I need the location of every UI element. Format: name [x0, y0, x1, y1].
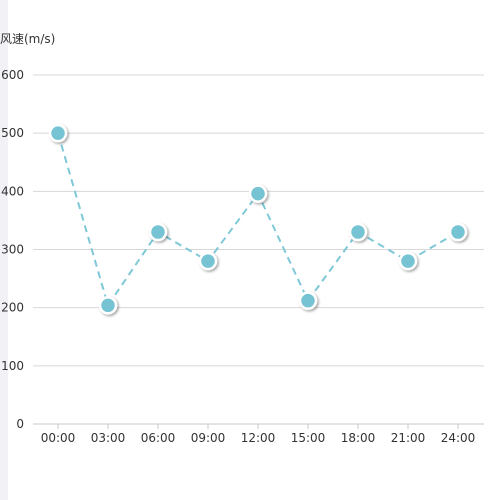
- x-tick-label: 15:00: [291, 431, 326, 445]
- y-tick-label: 0: [16, 417, 24, 431]
- y-tick-label: 200: [1, 301, 24, 315]
- x-tick-label: 06:00: [141, 431, 176, 445]
- series-points: [48, 123, 468, 315]
- data-point[interactable]: [348, 222, 368, 242]
- data-point[interactable]: [298, 291, 318, 310]
- x-tick-label: 21:00: [391, 431, 426, 445]
- y-tick-label: 500: [1, 126, 24, 140]
- y-tick-label: 600: [1, 68, 24, 82]
- data-point[interactable]: [48, 123, 68, 143]
- data-point[interactable]: [98, 296, 118, 315]
- series-lines: [57, 132, 459, 307]
- x-tick-label: 24:00: [441, 431, 476, 445]
- y-tick-label: 100: [1, 359, 24, 373]
- x-tick-label: 18:00: [341, 431, 376, 445]
- x-tick-labels: 00:00 03:00 06:00 09:00 12:00 15:00 18:00 21:00…: [41, 424, 476, 445]
- x-tick-label: 00:00: [41, 431, 76, 445]
- data-point[interactable]: [248, 184, 268, 203]
- left-edge-strip: [0, 0, 8, 500]
- y-tick-label: 300: [1, 243, 24, 257]
- series-line: [57, 132, 459, 307]
- y-tick-labels: 0 100 200 300 400 500 600: [1, 68, 24, 431]
- right-edge-strip: [486, 0, 500, 500]
- data-point[interactable]: [148, 222, 168, 242]
- data-point[interactable]: [448, 222, 468, 242]
- x-tick-label: 12:00: [241, 431, 276, 445]
- grid-lines: [33, 74, 484, 425]
- y-axis-title: 风速(m/s): [0, 32, 55, 46]
- y-tick-label: 400: [1, 184, 24, 198]
- x-tick-label: 09:00: [191, 431, 226, 445]
- data-point[interactable]: [198, 251, 218, 271]
- x-tick-label: 03:00: [91, 431, 126, 445]
- data-point[interactable]: [398, 251, 418, 271]
